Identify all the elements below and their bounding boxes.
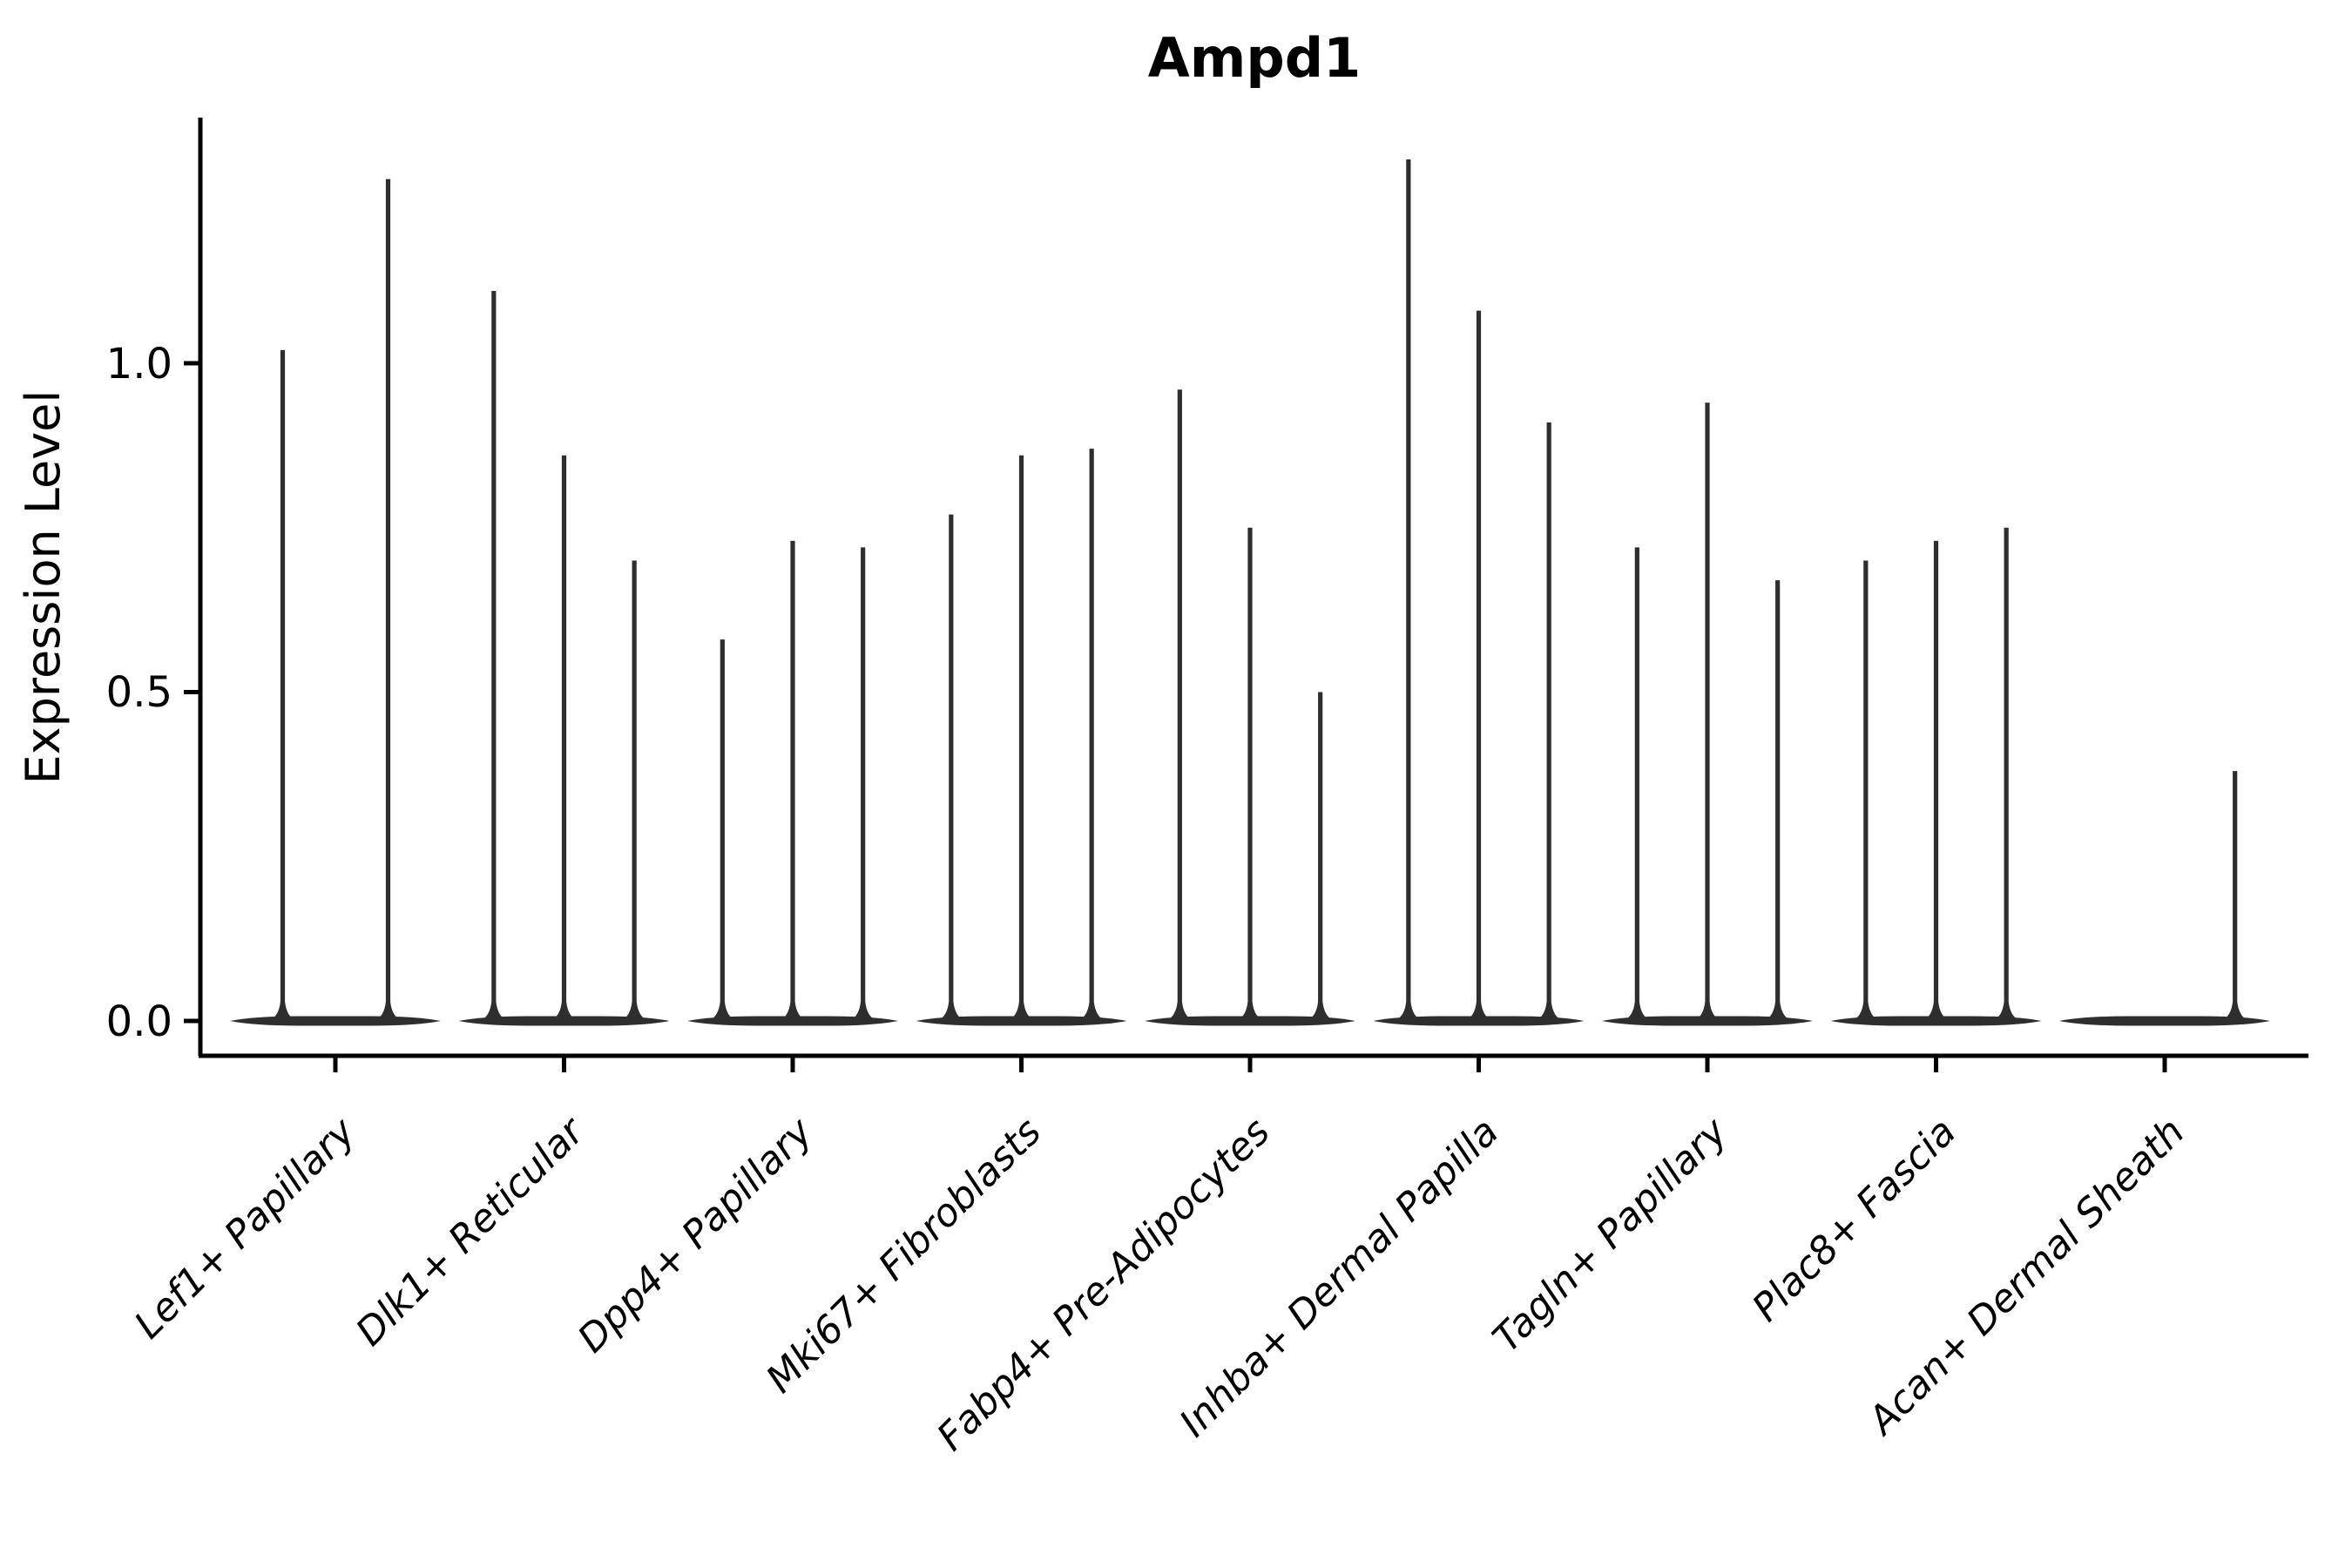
violin-body-8: [1830, 1016, 2042, 1026]
violin-spike-8-3: [1994, 527, 2019, 1020]
violin-spike-3-2: [781, 540, 805, 1020]
violin-body-2: [458, 1016, 670, 1026]
violin-spike-8-1: [1853, 560, 1878, 1020]
violin-spike-1-2: [375, 179, 401, 1021]
y-tick-label-1.0: 1.0: [106, 340, 172, 389]
x-tick-label-7: Tagln+ Papillary: [1484, 1109, 1736, 1361]
violin-body-1: [230, 1016, 441, 1026]
violin-body-7: [1602, 1016, 1813, 1026]
y-axis-label: Expression Level: [16, 390, 71, 785]
violin-spike-4-2: [1009, 455, 1034, 1020]
chart-title: Ampd1: [1148, 26, 1362, 90]
violin-spike-3-1: [710, 639, 735, 1020]
y-tick-label-0.0: 0.0: [106, 997, 172, 1046]
violin-spike-5-1: [1167, 389, 1193, 1020]
x-tick-label-3: Dpp4+ Papillary: [570, 1109, 822, 1362]
violin-spike-8-2: [1923, 540, 1949, 1020]
violin-spike-6-1: [1396, 159, 1421, 1020]
violin-body-3: [687, 1016, 898, 1026]
violin-spike-2-3: [622, 560, 647, 1020]
violin-spike-7-1: [1625, 547, 1650, 1020]
violin-body-6: [1373, 1016, 1585, 1026]
violin-spike-5-3: [1308, 692, 1333, 1020]
violin-spike-6-2: [1466, 310, 1491, 1021]
violin-spike-9-3: [2222, 771, 2247, 1020]
violin-spike-1-1: [270, 349, 295, 1020]
violin-spike-2-2: [551, 455, 577, 1020]
violin-spike-7-2: [1695, 402, 1720, 1020]
violin-body-5: [1145, 1016, 1355, 1026]
violin-spike-6-3: [1537, 422, 1562, 1020]
violin-spike-4-1: [938, 514, 963, 1020]
violin-group: [230, 159, 2270, 1026]
x-tick-label-1: Lef1+ Papillary: [126, 1109, 365, 1348]
violin-spike-5-2: [1238, 527, 1262, 1020]
violin-spike-7-3: [1765, 580, 1790, 1020]
x-tick-label-2: Dlk1+ Reticular: [348, 1108, 594, 1355]
x-tick-label-8: Plac8+ Fascia: [1744, 1110, 1964, 1330]
violin-body-4: [916, 1016, 1127, 1026]
violin-spike-4-3: [1079, 449, 1105, 1020]
violin-spike-3-3: [850, 547, 875, 1020]
violin-spike-2-1: [481, 290, 506, 1020]
y-tick-label-0.5: 0.5: [106, 668, 172, 717]
violin-body-9: [2059, 1016, 2270, 1026]
